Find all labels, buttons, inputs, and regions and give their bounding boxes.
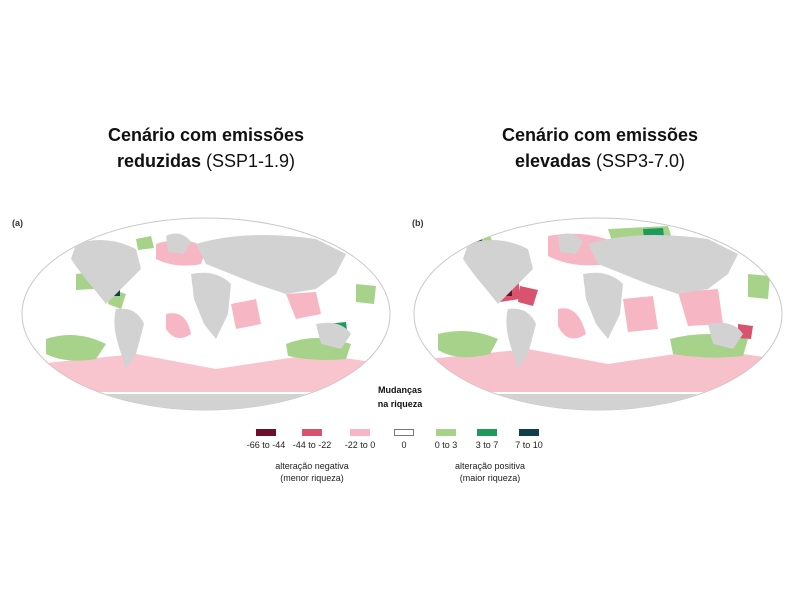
positive-note-line2: (maior riqueza) xyxy=(459,473,521,483)
legend-swatch xyxy=(477,429,497,436)
legend-label: 3 to 7 xyxy=(475,440,499,450)
legend-label: 0 to 3 xyxy=(434,440,458,450)
panel-b-title-scenario: elevadas xyxy=(514,151,591,171)
legend-label: -66 to -44 xyxy=(246,440,286,450)
panel-a-title-line1: Cenário com emissões xyxy=(107,125,305,145)
legend-label: -22 to 0 xyxy=(344,440,376,450)
legend: -66 to -44 -44 to -22 -22 to 0 0 0 to 3 … xyxy=(240,429,560,509)
panel-b-label: (b) xyxy=(412,218,424,228)
legend-title-line1: Mudanças xyxy=(377,385,422,395)
panel-b-title-code: (SSP3-7.0) xyxy=(596,151,686,171)
panel-a-title: Cenário com emissões reduzidas (SSP1-1.9… xyxy=(56,122,356,174)
legend-swatch xyxy=(394,429,414,436)
legend-swatch xyxy=(256,429,276,436)
legend-label: 0 xyxy=(401,440,407,450)
legend-swatch xyxy=(350,429,370,436)
legend-swatch xyxy=(519,429,539,436)
world-map-high-emissions xyxy=(413,217,783,411)
panel-b-title: Cenário com emissões elevadas (SSP3-7.0) xyxy=(450,122,750,174)
panel-b-title-line1: Cenário com emissões xyxy=(501,125,699,145)
positive-note-line1: alteração positiva xyxy=(454,461,526,471)
legend-swatch xyxy=(302,429,322,436)
legend-swatch xyxy=(436,429,456,436)
negative-change-note: alteração negativa (menor riqueza) xyxy=(252,460,372,484)
legend-title: Mudanças na riqueza xyxy=(360,383,440,411)
legend-title-line2: na riqueza xyxy=(377,399,423,409)
panel-a-label: (a) xyxy=(12,218,23,228)
negative-note-line2: (menor riqueza) xyxy=(280,473,344,483)
world-map-low-emissions xyxy=(21,217,391,411)
positive-change-note: alteração positiva (maior riqueza) xyxy=(430,460,550,484)
legend-label: 7 to 10 xyxy=(515,440,543,450)
panel-a-title-scenario: reduzidas xyxy=(116,151,201,171)
legend-label: -44 to -22 xyxy=(292,440,332,450)
negative-note-line1: alteração negativa xyxy=(275,461,349,471)
panel-a-title-code: (SSP1-1.9) xyxy=(206,151,296,171)
